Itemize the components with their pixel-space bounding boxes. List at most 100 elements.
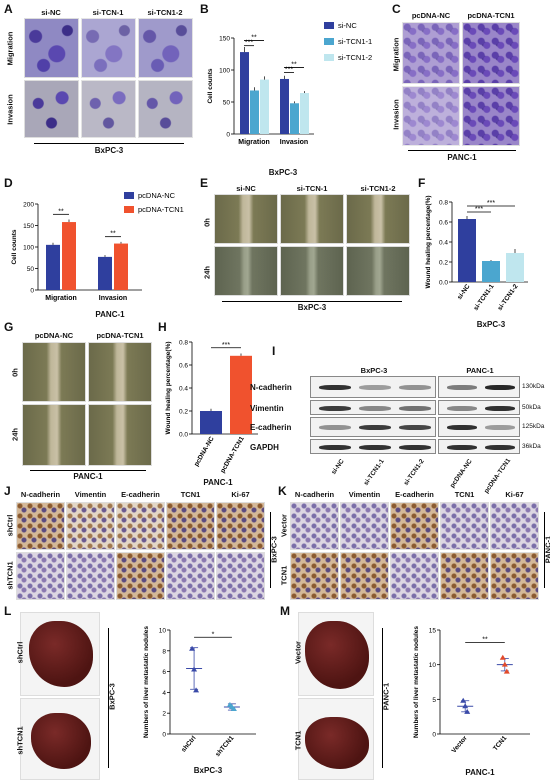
panel-letter-j: J	[4, 484, 11, 498]
ihc-micrograph	[340, 552, 389, 600]
blot-row-panc1	[438, 439, 520, 454]
y-tick-label: 0	[226, 132, 230, 139]
blot-band	[447, 385, 477, 390]
blot-band	[399, 385, 431, 390]
data-point	[230, 706, 237, 712]
panel-letter-c: C	[392, 2, 401, 16]
legend-label: pcDNA-NC	[138, 191, 176, 200]
panel-a-row-2: Invasion	[5, 94, 15, 125]
micrograph-c-3	[402, 86, 460, 146]
significance-label: ***	[222, 342, 230, 349]
y-tick-label: 0.6	[439, 220, 448, 227]
blot-row-bxpc3	[310, 439, 436, 454]
liver-photo-l-2	[20, 698, 100, 780]
legend-label: si-TCN1-1	[338, 37, 372, 46]
panel-a-row-1: Migration	[5, 31, 15, 66]
panel-m-row-2: TCN1	[293, 730, 303, 751]
chart-d-caption: PANC-1	[95, 310, 125, 319]
ihc-column-label: N-cadherin	[20, 490, 61, 499]
y-tick-label: 0	[162, 732, 166, 739]
y-tick-label: 0.8	[439, 200, 448, 207]
chart-h-caption: PANC-1	[203, 478, 233, 487]
legend-swatch	[324, 54, 334, 61]
ihc-micrograph	[290, 552, 339, 600]
bar	[260, 79, 269, 134]
ihc-column-label: Vimentin	[74, 490, 107, 499]
bar	[482, 261, 500, 282]
liver-photo-m-1	[298, 612, 374, 696]
blot-band	[447, 425, 477, 430]
liver-photo-m-2	[298, 698, 374, 780]
significance-label: ***	[245, 40, 253, 47]
blot-row-panc1	[438, 417, 520, 437]
panel-m-side-label: PANC-1	[381, 682, 391, 711]
chart-m: 0 5 10 15 Numbers of liver metastatic nodule…	[413, 626, 530, 755]
panel-g-col-2: pcDNA-TCN1	[96, 331, 144, 340]
wound-g-1	[22, 342, 86, 402]
ihc-row-label: shTCN1	[5, 561, 15, 590]
panel-l-side-label: BxPC-3	[107, 683, 117, 710]
blot-band	[319, 385, 351, 390]
y-tick-label: 15	[429, 628, 437, 635]
panel-letter-b: B	[200, 2, 209, 16]
panel-c-col-1: pcDNA-NC	[411, 11, 451, 20]
y-tick-label: 150	[219, 36, 230, 43]
y-tick-label: 0.0	[439, 280, 448, 287]
significance-label: ***	[475, 206, 483, 213]
blot-group-1: BxPC-3	[360, 366, 388, 375]
bar	[230, 355, 252, 434]
panel-letter-g: G	[4, 320, 14, 334]
x-tick-label: pcDNA-NC	[193, 435, 216, 468]
significance-label: **	[58, 208, 64, 215]
ihc-column-label: N-cadherin	[294, 490, 335, 499]
ihc-column-label: E-cadherin	[121, 490, 160, 499]
blot-protein-label: N-cadherin	[250, 383, 292, 392]
bar	[458, 219, 476, 282]
bar	[62, 222, 76, 290]
blot-band	[319, 405, 351, 411]
micrograph-a-4	[24, 80, 79, 138]
micrograph-a-5	[81, 80, 136, 138]
significance-label: **	[291, 61, 297, 68]
panel-m-row-1: Vector	[293, 641, 303, 664]
y-tick-label: 200	[23, 202, 34, 209]
panel-e-caption-line	[222, 301, 402, 302]
panel-c-caption-line	[408, 150, 516, 151]
ihc-row-label: Vector	[279, 514, 289, 537]
x-tick-label: shTCN1	[214, 734, 235, 758]
ihc-micrograph	[290, 502, 339, 550]
chart-f: 0.0 0.2 0.4 0.6 0.8 Wound healing percentage(…	[425, 195, 528, 312]
panel-a-col-1: si-NC	[41, 8, 61, 17]
panel-a-col-3: si-TCN1-2	[147, 8, 183, 17]
liver-photo-l-1	[20, 612, 100, 696]
panel-c-row-1: Migration	[391, 37, 401, 72]
panel-letter-l: L	[4, 604, 12, 618]
data-point	[464, 708, 471, 714]
y-tick-label: 10	[159, 628, 167, 635]
chart-l: 0 2 4 6 8 10 Numbers of liver metastatic nodul…	[143, 626, 256, 758]
wound-g-3	[22, 404, 86, 466]
y-axis-label: Wound healing percentage(%)	[425, 195, 432, 288]
panel-g-caption: PANC-1	[73, 472, 103, 481]
micrograph-a-2	[81, 18, 136, 78]
panel-a-caption: BxPC-3	[94, 146, 124, 155]
x-tick-label: Invasion	[99, 295, 127, 302]
y-tick-label: 0.4	[179, 386, 188, 393]
data-point	[499, 654, 506, 660]
blot-protein-label: GAPDH	[250, 442, 279, 452]
x-tick-label: Migration	[238, 139, 270, 146]
blot-band	[485, 385, 515, 390]
micrograph-a-1	[24, 18, 79, 78]
y-tick-label: 0.6	[179, 363, 188, 370]
ihc-micrograph	[440, 502, 489, 550]
data-point	[189, 645, 196, 651]
y-tick-label: 5	[432, 697, 436, 704]
panel-e-caption: BxPC-3	[297, 303, 327, 312]
bar	[98, 256, 112, 290]
bar	[290, 103, 299, 134]
legend-label: si-TCN1-2	[338, 53, 372, 62]
bar	[250, 90, 259, 134]
blot-band	[359, 405, 391, 411]
ihc-micrograph	[390, 552, 439, 600]
blot-band	[399, 444, 431, 450]
